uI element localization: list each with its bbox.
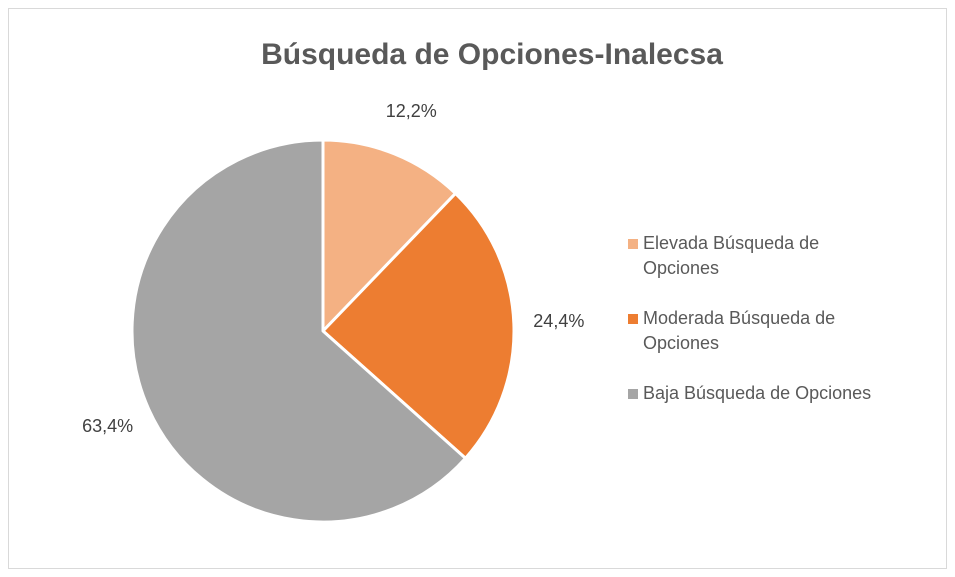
legend-item: Elevada Búsqueda de Opciones bbox=[628, 231, 928, 281]
legend-swatch bbox=[628, 389, 638, 399]
pie-slice bbox=[130, 138, 467, 524]
pie-slice bbox=[321, 191, 516, 460]
legend-item: Baja Búsqueda de Opciones bbox=[628, 381, 928, 406]
legend-item: Moderada Búsqueda de Opciones bbox=[628, 306, 928, 356]
legend-swatch bbox=[628, 239, 638, 249]
data-label: 24,4% bbox=[533, 311, 584, 331]
legend-label: Elevada Búsqueda de Opciones bbox=[643, 233, 820, 278]
data-label: 12,2% bbox=[386, 101, 437, 121]
legend-label: Baja Búsqueda de Opciones bbox=[643, 383, 872, 403]
pie-slice bbox=[321, 138, 457, 333]
chart-title: Búsqueda de Opciones-Inalecsa bbox=[261, 38, 723, 71]
legend-swatch bbox=[628, 314, 638, 324]
legend-label: Moderada Búsqueda de Opciones bbox=[643, 308, 836, 353]
data-label: 63,4% bbox=[82, 416, 133, 436]
